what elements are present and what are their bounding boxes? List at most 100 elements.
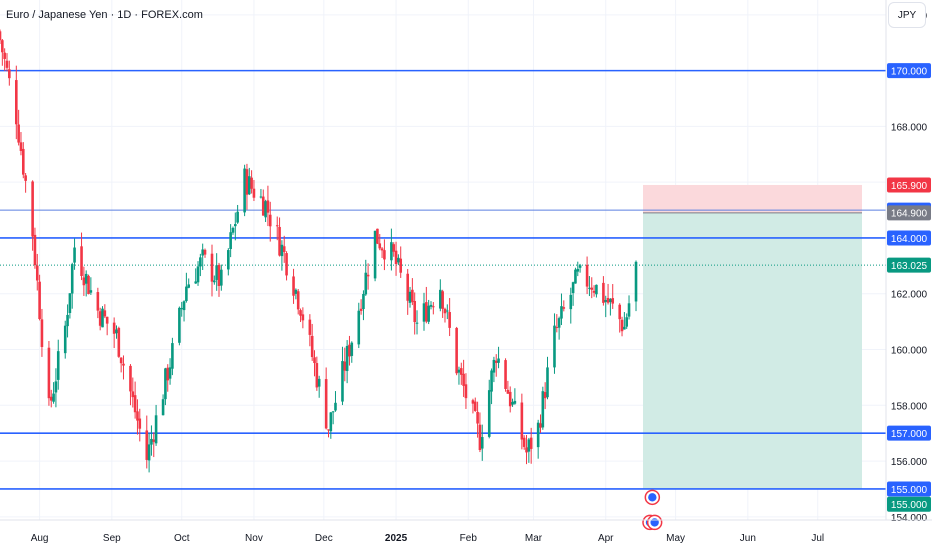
candle-body — [8, 69, 11, 79]
candle-body — [103, 310, 107, 317]
candle-body — [24, 175, 27, 181]
candle-body — [432, 306, 435, 308]
candle-body — [611, 298, 615, 304]
candle-body — [250, 177, 253, 189]
candle-body — [150, 438, 153, 445]
candle-body — [275, 225, 279, 227]
candle-body — [180, 308, 184, 310]
candle-body — [308, 319, 312, 335]
candle-body — [166, 367, 170, 381]
candle-body — [247, 176, 251, 195]
candle-body — [350, 342, 354, 356]
candle-body — [411, 289, 414, 302]
candle-body — [213, 280, 216, 283]
candle-body — [376, 228, 379, 244]
candle-body — [203, 249, 207, 255]
candle-body — [187, 284, 191, 288]
take-profit-zone — [643, 212, 862, 489]
candle-body — [378, 243, 382, 249]
candle-body — [122, 363, 125, 366]
candle-body — [362, 293, 365, 310]
candle-body — [585, 264, 589, 287]
candle-body — [264, 201, 267, 218]
candle-body — [553, 325, 556, 368]
candle-body — [536, 422, 540, 448]
price-axis-tick-label: 158.000 — [891, 401, 928, 412]
candle-body — [462, 373, 465, 386]
candle-body — [47, 347, 51, 399]
candle-body — [136, 411, 139, 421]
candle-body — [480, 437, 484, 449]
candle-body — [364, 272, 368, 295]
candle-body — [84, 273, 88, 284]
candle-body — [634, 261, 638, 302]
price-label-text: 164.000 — [891, 234, 928, 245]
candle-body — [21, 148, 25, 175]
price-axis-tick-label: 162.000 — [891, 290, 928, 301]
candle-body — [294, 289, 298, 294]
candle-body — [66, 314, 69, 327]
price-label-text: 155.000 — [891, 500, 928, 511]
time-axis-tick-label: Nov — [245, 533, 263, 544]
candle-body — [19, 142, 23, 151]
candle-body — [471, 400, 475, 404]
candle-body — [522, 437, 526, 447]
price-label-text: 157.000 — [891, 429, 928, 440]
candle-body — [487, 390, 491, 437]
candle-body — [329, 412, 333, 432]
price-label-text: 155.000 — [891, 485, 928, 496]
candle-body — [245, 169, 249, 195]
candle-body — [96, 292, 100, 311]
candle-body — [317, 378, 321, 387]
candle-body — [5, 60, 9, 68]
candle-body — [606, 297, 610, 303]
candle-body — [56, 351, 60, 380]
event-marker-dot — [648, 493, 657, 502]
chart-symbol-title[interactable]: Euro / Japanese Yen · 1D · FOREX.com — [6, 9, 203, 21]
candle-body — [464, 384, 468, 399]
candle-body — [282, 246, 286, 253]
candle-body — [459, 368, 463, 375]
candle-body — [89, 290, 93, 293]
candle-body — [506, 389, 510, 394]
candle-body — [210, 253, 214, 282]
candle-body — [35, 265, 39, 281]
candle-body — [439, 289, 442, 309]
candle-body — [357, 310, 361, 345]
candle-body — [80, 246, 83, 277]
candle-body — [529, 437, 533, 449]
candle-body — [373, 230, 377, 279]
candle-body — [115, 329, 118, 334]
candle-body — [145, 430, 149, 460]
candle-body — [278, 226, 281, 256]
candle-body — [243, 168, 246, 213]
candle-body — [196, 266, 200, 283]
candle-body — [171, 343, 174, 369]
candle-body — [490, 370, 493, 392]
candle-body — [182, 301, 186, 311]
candle-body — [334, 402, 337, 411]
candle-body — [68, 293, 72, 314]
candle-body — [520, 402, 524, 440]
candle-body — [397, 257, 400, 263]
candle-body — [252, 188, 256, 198]
price-label-box — [887, 257, 931, 273]
candle-body — [199, 257, 202, 267]
candle-body — [446, 310, 449, 312]
currency-button[interactable]: JPY — [888, 2, 926, 28]
candle-body — [592, 290, 596, 293]
candle-body — [348, 344, 351, 357]
price-axis-tick-label: 156.000 — [891, 457, 928, 468]
candle-body — [185, 286, 188, 302]
stop-loss-zone — [643, 184, 862, 213]
candle-body — [54, 381, 58, 393]
price-axis-tick-label: 168.000 — [891, 122, 928, 133]
candle-body — [236, 211, 239, 223]
candle-body — [620, 319, 624, 332]
candle-body — [625, 317, 628, 327]
candle-body — [178, 307, 181, 343]
price-label-box — [887, 481, 931, 497]
candle-body — [525, 447, 528, 453]
candle-body — [161, 399, 165, 416]
